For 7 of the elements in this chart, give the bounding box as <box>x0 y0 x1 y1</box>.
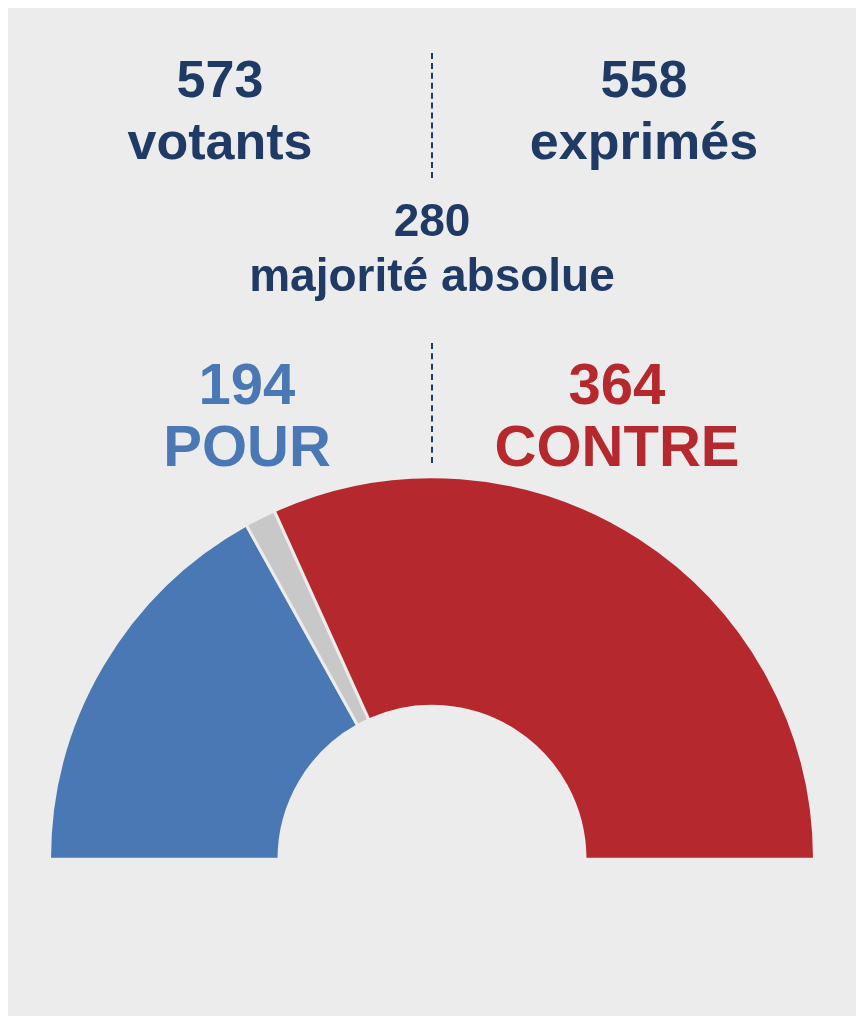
data-label: 194 <box>198 351 296 416</box>
text: 280 majorité absolue <box>248 193 616 304</box>
text: 573 votants <box>126 49 314 173</box>
data-label: 364 <box>568 351 666 416</box>
slice-label: POUR <box>163 413 331 478</box>
text: 558 exprimés <box>528 49 760 173</box>
slice-label: CONTRE <box>494 413 740 478</box>
